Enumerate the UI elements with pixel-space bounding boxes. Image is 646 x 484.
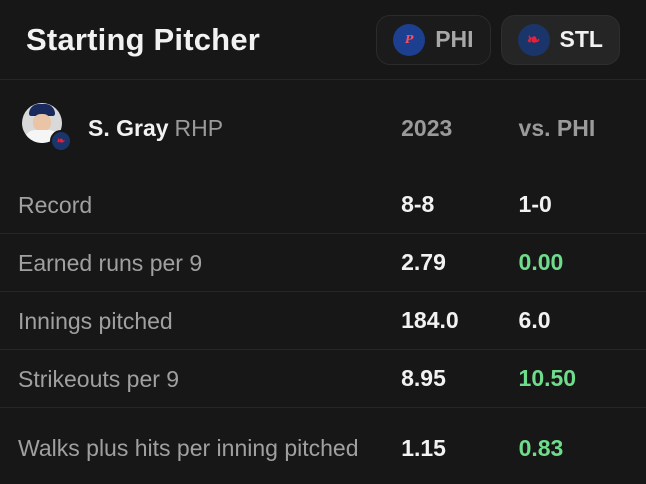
- player-avatar: [22, 103, 62, 143]
- card-header: Starting Pitcher P PHI ❧ STL: [0, 0, 646, 80]
- pitcher-hand: RHP: [174, 114, 224, 141]
- stat-label: Record: [18, 191, 93, 218]
- stat-label: Strikeouts per 9: [18, 365, 180, 392]
- table-row: Walks plus hits per inning pitched 1.15 …: [0, 408, 646, 484]
- stat-season-value: 1.15: [401, 434, 446, 461]
- stat-vs-value: 0.00: [518, 249, 564, 275]
- table-row: Strikeouts per 9 8.95 10.50: [0, 350, 646, 408]
- cardinals-logo-icon: ❧: [517, 23, 550, 56]
- table-row: Record 8-8 1-0: [0, 176, 646, 234]
- stat-season-value: 8-8: [401, 191, 435, 217]
- team-tab-stl[interactable]: ❧ STL: [500, 14, 620, 65]
- team-tab-label: PHI: [435, 26, 474, 52]
- column-header-vs: vs. PHI: [518, 114, 596, 141]
- stat-vs-value: 6.0: [518, 307, 551, 333]
- team-tab-label: STL: [559, 26, 603, 52]
- column-header-season: 2023: [401, 114, 453, 141]
- pitcher-info[interactable]: ❧ S. Gray RHP: [18, 101, 401, 155]
- stat-season-value: 2.79: [401, 249, 446, 275]
- stat-label: Walks plus hits per inning pitched: [18, 435, 359, 461]
- stat-vs-value: 10.50: [518, 365, 577, 391]
- stat-label: Earned runs per 9: [18, 249, 203, 276]
- avatar-wrap: ❧: [18, 101, 72, 155]
- stat-season-value: 184.0: [401, 307, 459, 333]
- phillies-logo-icon: P: [393, 23, 426, 56]
- pitcher-name: S. Gray: [88, 114, 169, 141]
- team-toggle: P PHI ❧ STL: [376, 14, 620, 65]
- team-tab-phi[interactable]: P PHI: [376, 14, 491, 65]
- stat-label: Innings pitched: [18, 307, 173, 334]
- table-row: Earned runs per 9 2.79 0.00: [0, 234, 646, 292]
- stats-table-header: ❧ S. Gray RHP 2023 vs. PHI: [0, 80, 646, 176]
- cardinals-logo-icon: ❧: [50, 130, 72, 152]
- card-title: Starting Pitcher: [26, 21, 261, 57]
- table-row: Innings pitched 184.0 6.0: [0, 292, 646, 350]
- stat-vs-value: 1-0: [518, 191, 552, 217]
- stat-vs-value: 0.83: [518, 434, 564, 461]
- stat-season-value: 8.95: [401, 365, 446, 391]
